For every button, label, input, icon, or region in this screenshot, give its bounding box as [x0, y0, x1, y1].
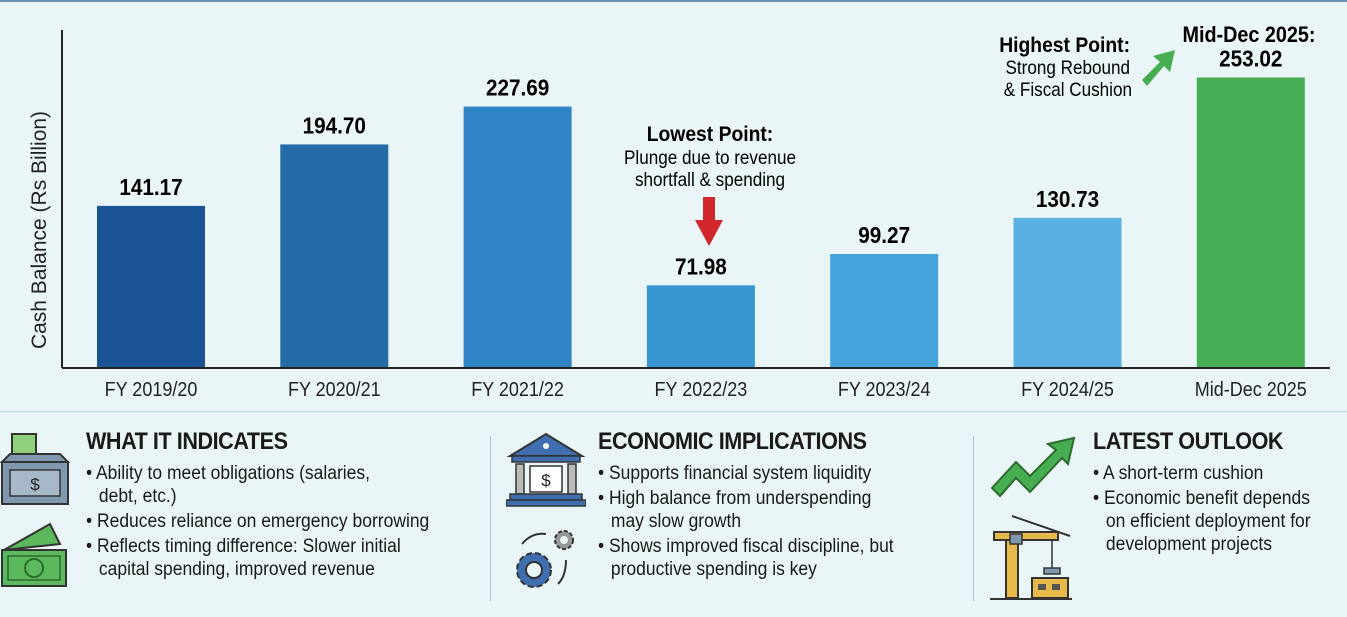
x-tick-label: FY 2021/22 [471, 379, 564, 401]
x-tick-label: FY 2024/25 [1021, 379, 1114, 401]
x-tick-label: FY 2023/24 [838, 379, 931, 401]
column-divider [973, 436, 974, 601]
bullet-item: High balance from underspending may slow… [598, 487, 894, 533]
trend-up-arrow-icon [990, 436, 1076, 600]
bar [1013, 217, 1122, 368]
data-label: 99.27 [858, 222, 910, 248]
down-arrow-icon [695, 197, 723, 246]
x-tick-label: FY 2020/21 [288, 379, 381, 401]
data-label: 194.70 [303, 112, 366, 138]
bar [97, 205, 205, 368]
top-border [0, 0, 1347, 2]
bank-icon: $ [506, 432, 586, 588]
bullet-item: A short-term cushion [1093, 462, 1311, 485]
bullet-item: Economic benefit depends on efficient de… [1093, 487, 1311, 556]
data-label: 141.17 [119, 174, 182, 200]
bullet-item: Reflects timing difference: Slower initi… [86, 535, 429, 581]
lowest-point-annotation: Lowest Point: Plunge due to revenue shor… [624, 123, 796, 246]
data-label: 227.69 [486, 75, 549, 101]
cash-box-icon: $ [0, 433, 70, 587]
section-divider [0, 411, 1347, 412]
annotation-title: Highest Point: [999, 34, 1130, 57]
data-label: 130.73 [1036, 186, 1099, 212]
last-bar-label-prefix: Mid-Dec 2025: [1182, 23, 1315, 47]
x-tick-label: FY 2019/20 [105, 379, 198, 401]
bar-chart: 141.17 FY 2019/20 194.70 FY 2020/21 227.69 FY… [28, 23, 1330, 401]
annotation-line: Strong Rebound [1006, 57, 1130, 78]
section-title: LATEST OUTLOOK [1093, 428, 1284, 455]
section-latest-outlook: LATEST OUTLOOK A short-term cushion Econ… [1093, 428, 1330, 558]
bar [830, 254, 939, 368]
section-title: WHAT IT INDICATES [86, 428, 288, 455]
annotation-line: Plunge due to revenue [624, 147, 796, 168]
bar [463, 106, 572, 368]
section-title: ECONOMIC IMPLICATIONS [598, 428, 867, 455]
data-label: 71.98 [675, 253, 727, 279]
highest-point-annotation: Highest Point: Strong Rebound & Fiscal C… [999, 23, 1315, 100]
x-tick-label: Mid-Dec 2025 [1195, 379, 1307, 401]
annotation-line: shortfall & spending [635, 169, 785, 190]
bullet-item: Supports financial system liquidity [598, 462, 894, 485]
bullet-item: Reduces reliance on emergency borrowing [86, 510, 429, 533]
construction-crane-icon [990, 515, 1072, 600]
bar [1196, 77, 1305, 368]
bullet-item: Ability to meet obligations (salaries, d… [86, 462, 429, 508]
svg-text:$: $ [541, 471, 551, 490]
banknote-icon [1, 522, 67, 587]
section-what-it-indicates: WHAT IT INDICATES Ability to meet obliga… [86, 428, 459, 583]
bar [280, 144, 389, 368]
column-divider [490, 436, 491, 601]
svg-text:$: $ [30, 475, 40, 494]
annotation-title: Lowest Point: [647, 123, 774, 146]
bar [646, 285, 755, 368]
bullet-item: Shows improved fiscal discipline, but pr… [598, 535, 894, 581]
data-label: 253.02 [1219, 45, 1282, 71]
up-right-arrow-icon [1142, 50, 1175, 86]
x-tick-label: FY 2022/23 [655, 379, 748, 401]
annotation-line: & Fiscal Cushion [1004, 79, 1132, 100]
y-axis-label: Cash Balance (Rs Billion) [28, 111, 51, 349]
gears-icon [516, 530, 574, 588]
section-economic-implications: ECONOMIC IMPLICATIONS Supports financial… [598, 428, 919, 583]
